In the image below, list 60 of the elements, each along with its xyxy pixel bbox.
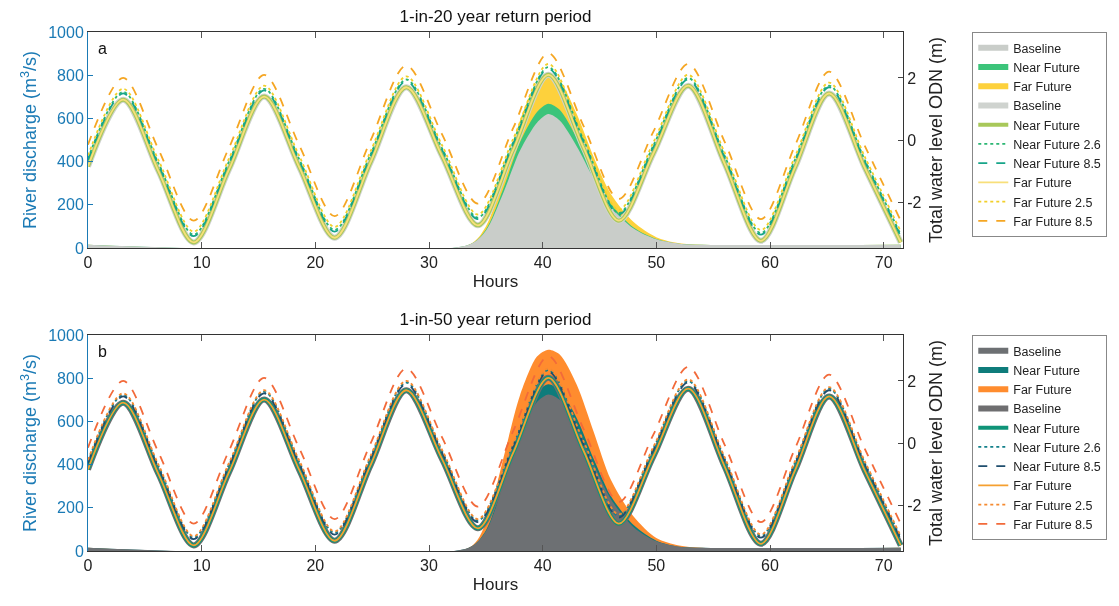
annotation: b [98,343,107,360]
legend-label: Far Future [1013,176,1072,191]
y-tick-label: 400 [57,456,84,474]
x-tick-label: 70 [874,557,893,575]
y-tick-label: 1000 [48,326,84,344]
x-tick-label: 60 [761,557,780,575]
legend-label: Near Future 2.6 [1013,440,1101,455]
legend-label: Far Future [1013,383,1072,397]
x-tick-label: 40 [533,254,552,272]
chart-title: 1-in-20 year return period [399,6,592,26]
y2-tick-label: -2 [907,193,922,211]
y2-tick-label: 2 [907,372,917,390]
x-tick-label: 20 [306,254,325,272]
y-tick-label: 800 [57,66,84,84]
y-tick-label: 600 [57,413,84,430]
x-tick-label: 30 [420,254,438,272]
legend-label: Far Future 8.5 [1013,214,1093,229]
legend-label: Near Future [1013,363,1081,378]
legend-label: Near Future [1013,118,1081,133]
y2-axis-title: Total water level ODN (m) [925,339,946,547]
legend-label: Baseline [1013,41,1062,56]
legend-label: Baseline [1013,344,1062,359]
legend-label: Far Future [1013,80,1072,94]
legend-label: Near Future 8.5 [1013,157,1101,171]
x-tick-label: 30 [420,557,438,575]
annotation: a [98,40,107,57]
x-tick-label: 10 [192,557,211,575]
y-tick-label: 200 [57,196,84,214]
legend-label: Far Future [1013,479,1072,494]
legend-label: Far Future 2.5 [1013,498,1093,513]
x-tick-label: 50 [647,254,666,272]
y-tick-label: 0 [74,542,84,560]
y-tick-label: 1000 [48,23,84,41]
legend-label: Near Future 2.6 [1013,137,1101,152]
y-tick-label: 600 [57,110,84,127]
y-tick-label: 400 [57,153,84,171]
chart-title: 1-in-50 year return period [399,309,592,329]
y2-tick-label: 0 [907,434,917,452]
x-axis-title: Hours [472,271,519,291]
y-tick-label: 800 [57,369,84,387]
x-axis-title: Hours [472,574,519,594]
x-tick-label: 10 [192,254,211,272]
legend-label: Near Future [1013,60,1081,75]
legend-label: Baseline [1013,99,1062,114]
x-tick-label: 40 [533,557,552,575]
x-tick-label: 50 [647,557,666,575]
x-tick-label: 60 [761,254,780,272]
y2-tick-label: 2 [907,69,917,87]
y-tick-label: 200 [57,499,84,517]
legend-label: Far Future 2.5 [1013,195,1093,210]
legend-label: Far Future 8.5 [1013,517,1093,532]
legend-label: Near Future 8.5 [1013,460,1101,474]
y-tick-label: 0 [74,239,84,257]
y2-tick-label: 0 [907,131,917,149]
x-tick-label: 20 [306,557,325,575]
y2-tick-label: -2 [907,496,922,514]
y2-axis-title: Total water level ODN (m) [925,36,946,244]
legend-label: Baseline [1013,402,1062,417]
legend-label: Near Future [1013,421,1081,436]
x-tick-label: 70 [874,254,893,272]
